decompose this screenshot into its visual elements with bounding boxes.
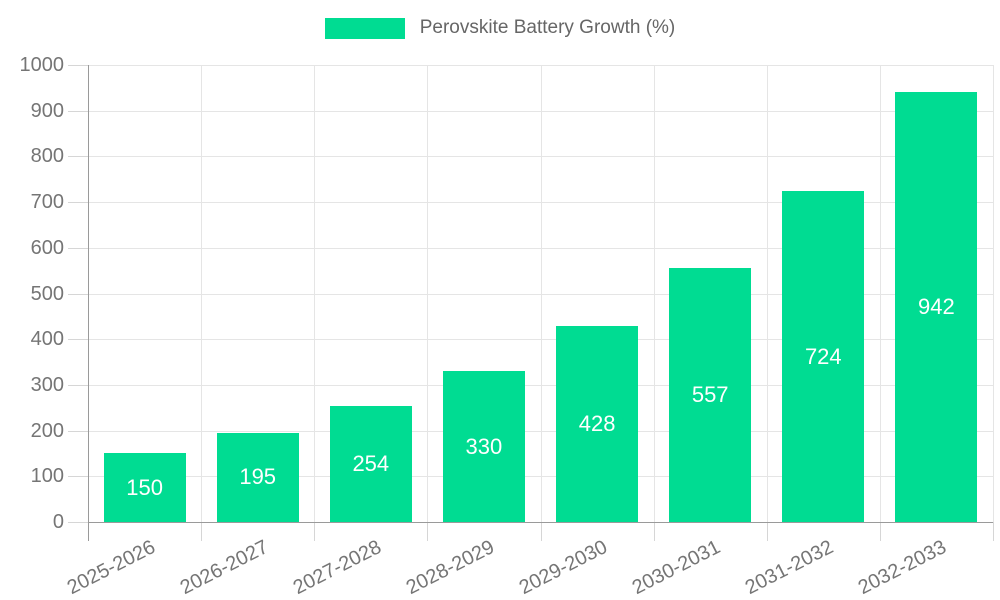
gridline-horizontal: [88, 431, 993, 432]
legend-swatch: [324, 17, 405, 39]
bar-2025-2026[interactable]: 150: [103, 453, 186, 522]
y-tick-label: 200: [30, 420, 64, 442]
gridline-vertical: [314, 65, 315, 522]
gridline-vertical: [201, 65, 202, 522]
y-axis-tick: [68, 476, 88, 477]
gridline-horizontal: [88, 248, 993, 249]
y-axis-tick: [68, 156, 88, 157]
y-tick-label: 800: [30, 145, 64, 167]
gridline-vertical: [427, 65, 428, 522]
gridline-horizontal: [88, 202, 993, 203]
x-axis-tick: [880, 522, 881, 541]
x-axis-line: [88, 522, 993, 523]
x-axis-tick: [541, 522, 542, 541]
y-tick-label: 700: [30, 191, 64, 213]
y-axis-tick: [68, 385, 88, 386]
bar-2027-2028[interactable]: 254: [329, 405, 412, 522]
gridline-vertical: [880, 65, 881, 522]
legend-label: Perovskite Battery Growth (%): [419, 17, 676, 38]
y-axis-tick: [68, 65, 88, 66]
gridline-vertical: [654, 65, 655, 522]
x-tick-label: 2025-2026: [63, 536, 159, 600]
gridline-horizontal: [88, 476, 993, 477]
bar-value-label: 330: [465, 433, 503, 459]
y-axis-tick: [68, 522, 88, 523]
gridline-horizontal: [88, 294, 993, 295]
y-tick-label: 900: [30, 100, 64, 122]
y-axis-tick: [68, 248, 88, 249]
y-axis-tick: [68, 202, 88, 203]
x-axis-tick: [201, 522, 202, 541]
bar-2029-2030[interactable]: 428: [556, 326, 639, 522]
y-tick-label: 600: [30, 237, 64, 259]
x-axis-tick: [427, 522, 428, 541]
gridline-horizontal: [88, 339, 993, 340]
bar-value-label: 254: [352, 450, 390, 476]
gridline-vertical: [993, 65, 994, 522]
gridline-horizontal: [88, 156, 993, 157]
y-tick-label: 500: [30, 283, 64, 305]
y-tick-label: 100: [30, 465, 64, 487]
legend-item[interactable]: Perovskite Battery Growth (%): [0, 17, 1000, 39]
x-axis-tick: [767, 522, 768, 541]
bar-value-label: 150: [126, 474, 163, 500]
y-tick-label: 0: [52, 511, 64, 533]
x-axis-tick: [654, 522, 655, 541]
y-tick-label: 1000: [19, 54, 65, 76]
y-axis-tick: [68, 294, 88, 295]
bar-value-label: 428: [578, 411, 616, 437]
bar-value-label: 942: [918, 293, 955, 319]
gridline-horizontal: [88, 385, 993, 386]
bar-2026-2027[interactable]: 195: [216, 432, 299, 522]
bar-value-label: 195: [239, 464, 277, 490]
gridline-vertical: [541, 65, 542, 522]
y-axis-tick: [68, 339, 88, 340]
gridline-horizontal: [88, 65, 993, 66]
bar-value-label: 724: [804, 343, 842, 369]
bar-2031-2032[interactable]: 724: [782, 191, 865, 522]
y-tick-label: 300: [30, 374, 64, 396]
x-axis-tick: [314, 522, 315, 541]
gridline-horizontal: [88, 111, 993, 112]
y-axis-tick: [68, 111, 88, 112]
y-axis-tick: [68, 431, 88, 432]
gridline-vertical: [767, 65, 768, 522]
y-tick-label: 400: [30, 328, 64, 350]
bar-2032-2033[interactable]: 942: [895, 91, 978, 522]
bar-2030-2031[interactable]: 557: [669, 267, 752, 522]
bar-2028-2029[interactable]: 330: [442, 371, 525, 522]
x-axis-tick: [993, 522, 994, 541]
bar-value-label: 557: [691, 381, 729, 407]
y-axis-line: [88, 65, 89, 541]
